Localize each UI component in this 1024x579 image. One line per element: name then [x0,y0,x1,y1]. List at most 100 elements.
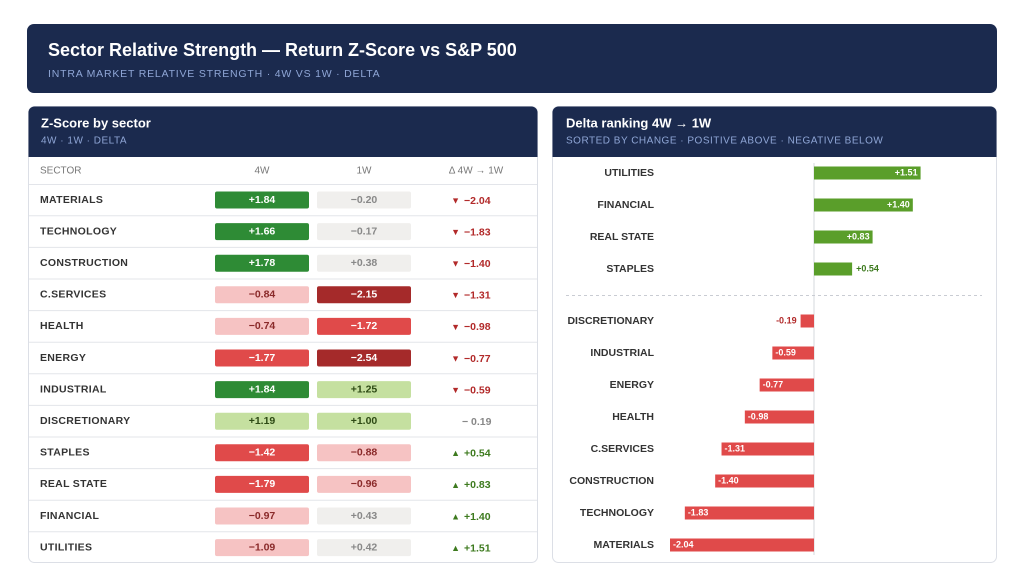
column-header: Δ 4W → 1W [449,166,504,177]
bar-value-label: -2.04 [673,539,694,549]
sector-name: HEALTH [40,320,84,332]
column-header: 1W [357,166,373,177]
page-subtitle: INTRA MARKET RELATIVE STRENGTH · 4W VS 1… [48,68,380,80]
bar [814,262,853,276]
sector-name: MATERIALS [40,194,103,206]
bar [715,474,814,488]
zscore-value: −1.77 [249,352,276,364]
delta-value: −1.31 [464,290,491,302]
zscore-cell [215,286,309,304]
delta-value: +0.83 [464,479,491,491]
zscore-cell [215,254,309,272]
category-label: MATERIALS [594,539,654,551]
delta-arrow: ▼ [451,195,460,205]
zscore-value: −2.15 [351,289,378,301]
delta-value: −1.83 [464,226,491,238]
bar [772,346,814,360]
sector-name: CONSTRUCTION [40,257,128,269]
zscore-cell [215,381,309,399]
bar [814,198,913,212]
delta-value: +0.54 [464,448,491,460]
zscore-value: +1.84 [249,383,276,395]
delta-value: −2.04 [464,195,491,207]
category-label: INDUSTRIAL [590,347,654,359]
zscore-cell [317,412,411,430]
bar-value-label: -1.83 [688,507,709,517]
zscore-value: −0.97 [249,510,276,522]
delta-arrow: ▲ [451,543,460,553]
sector-name: FINANCIAL [40,510,100,522]
category-label: HEALTH [612,411,654,423]
zscore-value: +1.84 [249,194,276,206]
delta-value: +1.40 [464,511,491,523]
category-label: C.SERVICES [591,443,654,455]
zscore-value: −1.79 [249,478,276,490]
zscore-cell [317,381,411,399]
delta-arrow: ▼ [451,227,460,237]
page-title: Sector Relative Strength — Return Z-Scor… [48,40,517,60]
delta-arrow: ▼ [451,353,460,363]
zscore-value: +0.38 [351,257,378,269]
sector-name: INDUSTRIAL [40,383,107,395]
bar [670,538,814,552]
zscore-value: +1.66 [249,225,276,237]
delta-arrow: ▼ [451,259,460,269]
sector-name: STAPLES [40,447,90,459]
zscore-value: +1.78 [249,257,276,269]
zscore-cell [317,349,411,367]
zscore-value: −0.88 [351,447,378,459]
zscore-value: +0.42 [351,541,378,553]
bar-value-label: -1.40 [718,475,739,485]
zscore-cell [317,286,411,304]
delta-arrow: ▼ [451,385,460,395]
category-label: DISCRETIONARY [567,315,654,327]
delta-arrow: ▲ [451,511,460,521]
table-title: Z-Score by sector [41,115,151,130]
category-label: TECHNOLOGY [580,507,654,519]
bar-value-label: -0.98 [748,411,769,421]
delta-value: −0.59 [464,384,491,396]
zscore-value: +1.25 [351,383,378,395]
zscore-value: +1.19 [249,415,276,427]
zscore-value: −1.72 [351,320,378,332]
category-label: STAPLES [606,263,654,275]
zscore-cell [317,317,411,335]
bar [814,230,873,244]
bar-value-label: -0.77 [763,379,784,389]
delta-arrow: ▼ [451,322,460,332]
zscore-value: −0.84 [249,289,276,301]
chart-panel-header [552,106,997,157]
delta-value: −1.40 [464,258,491,270]
chart-subtitle: SORTED BY CHANGE · POSITIVE ABOVE · NEGA… [566,136,883,147]
table-panel-header [28,106,538,157]
delta-value: +1.51 [464,542,491,554]
zscore-value: −0.74 [249,320,276,332]
zscore-cell [317,191,411,209]
header-bar [27,24,997,93]
delta-arrow: ▲ [451,480,460,490]
zscore-value: −0.96 [351,478,378,490]
category-label: ENERGY [610,379,654,391]
zscore-cell [215,191,309,209]
zscore-value: −0.20 [351,194,378,206]
zscore-cell [215,444,309,462]
delta-arrow: ▲ [451,448,460,458]
zscore-cell [317,475,411,493]
zscore-cell [317,539,411,557]
zscore-cell [215,317,309,335]
category-label: UTILITIES [604,167,654,179]
bar-value-label: +0.83 [847,231,870,241]
bar-value-label: -0.59 [775,347,796,357]
category-label: CONSTRUCTION [569,475,654,487]
zscore-cell [215,349,309,367]
bar-value-label: +1.51 [895,167,918,177]
bar-value-label: +0.54 [856,263,879,273]
delta-value: −0.98 [464,321,491,333]
sector-name: UTILITIES [40,541,92,553]
bar [800,314,814,328]
zscore-cell [215,475,309,493]
zscore-value: −2.54 [351,352,378,364]
sector-name: TECHNOLOGY [40,225,117,237]
zscore-value: −1.42 [249,447,276,459]
delta-value: −0.77 [464,353,491,365]
